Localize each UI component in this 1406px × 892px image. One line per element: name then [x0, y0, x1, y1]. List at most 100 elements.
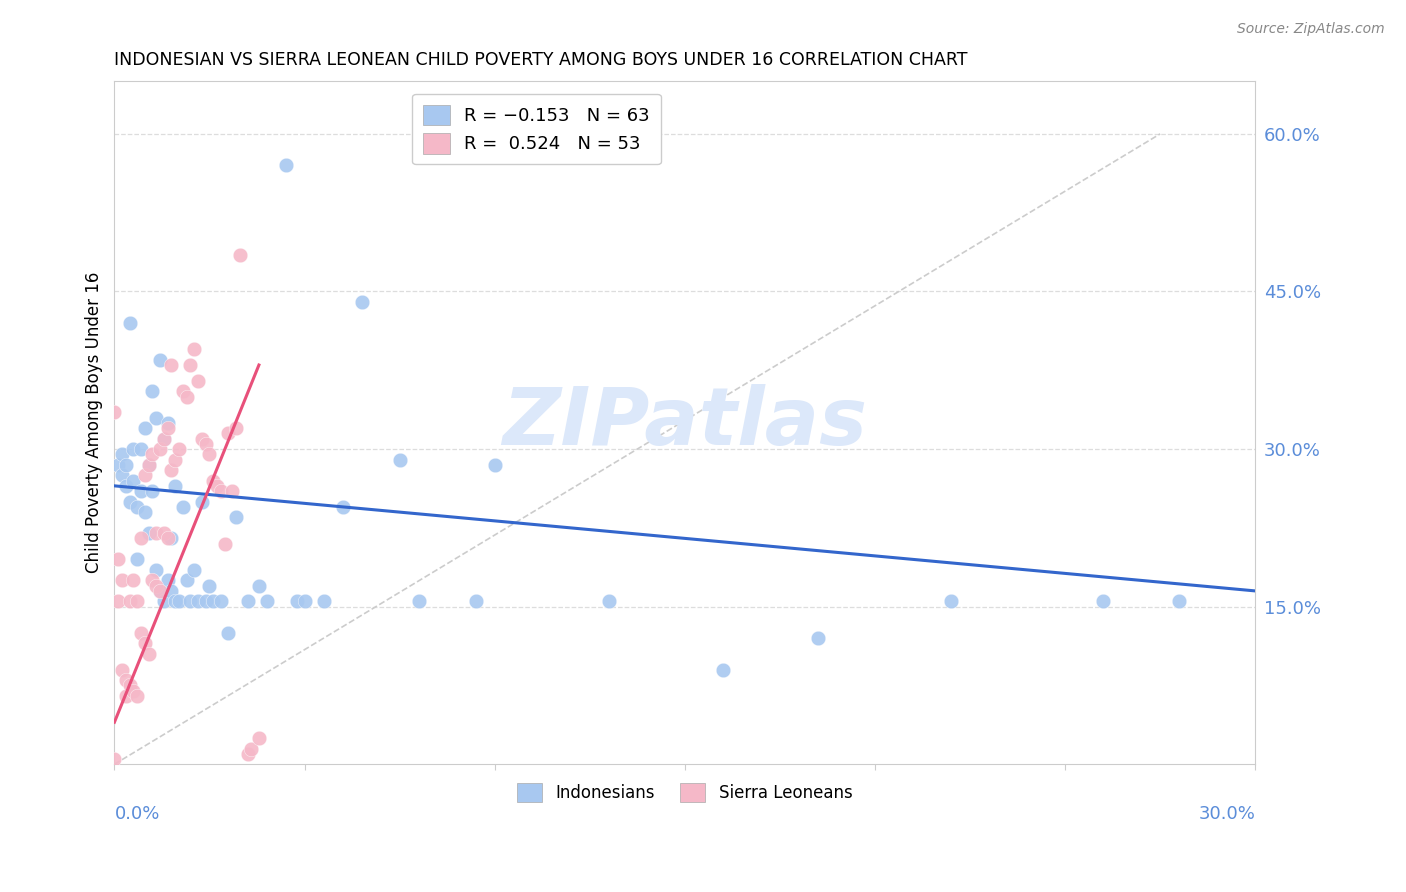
Point — [145, 579, 167, 593]
Point — [149, 352, 172, 367]
Point — [202, 474, 225, 488]
Point — [156, 421, 179, 435]
Point — [118, 678, 141, 692]
Point — [176, 574, 198, 588]
Point — [236, 594, 259, 608]
Point — [187, 374, 209, 388]
Point — [198, 447, 221, 461]
Point — [165, 452, 187, 467]
Point — [176, 390, 198, 404]
Point — [129, 442, 152, 456]
Point — [194, 437, 217, 451]
Point — [122, 474, 145, 488]
Point — [202, 594, 225, 608]
Text: 0.0%: 0.0% — [114, 805, 160, 823]
Point — [350, 295, 373, 310]
Point — [198, 579, 221, 593]
Point — [153, 594, 176, 608]
Point — [221, 484, 243, 499]
Point — [939, 594, 962, 608]
Point — [179, 594, 201, 608]
Text: 30.0%: 30.0% — [1198, 805, 1256, 823]
Point — [122, 683, 145, 698]
Point — [134, 421, 156, 435]
Point — [149, 583, 172, 598]
Point — [332, 500, 354, 514]
Point — [138, 647, 160, 661]
Point — [145, 526, 167, 541]
Point — [114, 689, 136, 703]
Point — [129, 532, 152, 546]
Point — [172, 500, 194, 514]
Point — [141, 484, 163, 499]
Point — [153, 526, 176, 541]
Point — [153, 432, 176, 446]
Point — [107, 594, 129, 608]
Point — [160, 583, 183, 598]
Point — [285, 594, 308, 608]
Point — [236, 747, 259, 761]
Point — [127, 552, 149, 566]
Point — [156, 416, 179, 430]
Point — [225, 421, 247, 435]
Point — [388, 452, 411, 467]
Point — [484, 458, 506, 472]
Point — [127, 689, 149, 703]
Point — [165, 594, 187, 608]
Point — [1168, 594, 1191, 608]
Point — [194, 594, 217, 608]
Point — [274, 158, 297, 172]
Point — [229, 248, 252, 262]
Point — [107, 552, 129, 566]
Point — [111, 663, 134, 677]
Point — [160, 358, 183, 372]
Point — [127, 594, 149, 608]
Point — [240, 741, 263, 756]
Point — [179, 358, 201, 372]
Point — [114, 458, 136, 472]
Point — [711, 663, 734, 677]
Point — [134, 505, 156, 519]
Point — [167, 442, 190, 456]
Point — [183, 343, 205, 357]
Point — [153, 432, 176, 446]
Point — [118, 316, 141, 330]
Point — [138, 458, 160, 472]
Point — [191, 432, 214, 446]
Point — [183, 563, 205, 577]
Point — [138, 526, 160, 541]
Text: INDONESIAN VS SIERRA LEONEAN CHILD POVERTY AMONG BOYS UNDER 16 CORRELATION CHART: INDONESIAN VS SIERRA LEONEAN CHILD POVER… — [114, 51, 967, 69]
Point — [598, 594, 620, 608]
Point — [209, 594, 232, 608]
Point — [134, 636, 156, 650]
Point — [134, 468, 156, 483]
Point — [141, 384, 163, 399]
Point — [408, 594, 430, 608]
Point — [172, 384, 194, 399]
Point — [187, 594, 209, 608]
Point — [103, 752, 125, 766]
Text: Source: ZipAtlas.com: Source: ZipAtlas.com — [1237, 22, 1385, 37]
Point — [111, 574, 134, 588]
Point — [160, 463, 183, 477]
Point — [118, 594, 141, 608]
Y-axis label: Child Poverty Among Boys Under 16: Child Poverty Among Boys Under 16 — [86, 272, 103, 574]
Point — [256, 594, 278, 608]
Point — [156, 532, 179, 546]
Point — [167, 594, 190, 608]
Point — [209, 484, 232, 499]
Point — [141, 574, 163, 588]
Legend: Indonesians, Sierra Leoneans: Indonesians, Sierra Leoneans — [509, 774, 860, 811]
Point — [111, 468, 134, 483]
Point — [807, 631, 830, 645]
Point — [205, 479, 228, 493]
Point — [129, 626, 152, 640]
Point — [118, 494, 141, 508]
Point — [160, 532, 183, 546]
Point — [103, 405, 125, 419]
Point — [247, 579, 270, 593]
Point — [464, 594, 486, 608]
Point — [156, 574, 179, 588]
Text: ZIPatlas: ZIPatlas — [502, 384, 868, 462]
Point — [1092, 594, 1115, 608]
